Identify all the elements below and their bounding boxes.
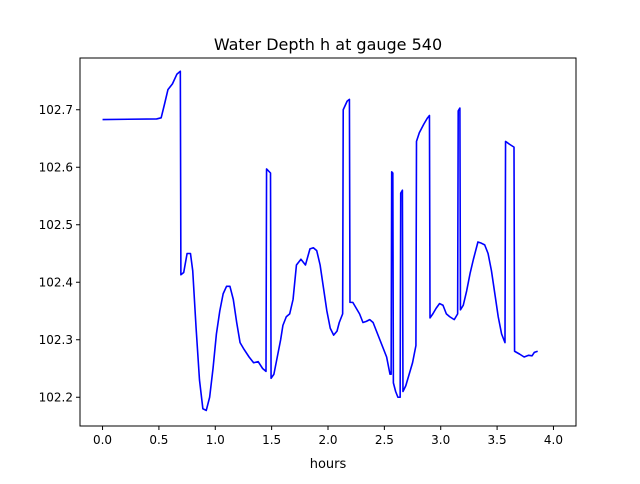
y-axis-ticks: 102.2 102.3 102.4 102.5 102.6 102.7 <box>39 103 80 404</box>
x-tick-label-3: 1.5 <box>262 433 281 447</box>
x-tick-label-5: 2.5 <box>375 433 394 447</box>
x-axis-ticks: 0.0 0.5 1.0 1.5 2.0 2.5 3.0 3.5 4.0 <box>93 426 563 447</box>
y-tick-label-4: 102.6 <box>39 160 73 174</box>
x-axis-label: hours <box>310 457 347 472</box>
series-layer <box>102 70 538 412</box>
series-line-0 <box>102 70 538 412</box>
x-tick-label-0: 0.0 <box>93 433 112 447</box>
y-tick-label-2: 102.4 <box>39 275 73 289</box>
x-tick-label-6: 3.0 <box>431 433 450 447</box>
x-tick-label-8: 4.0 <box>544 433 563 447</box>
x-tick-label-2: 1.0 <box>206 433 225 447</box>
y-tick-label-5: 102.7 <box>39 103 73 117</box>
y-tick-label-3: 102.5 <box>39 218 73 232</box>
x-tick-label-7: 3.5 <box>488 433 507 447</box>
x-tick-label-1: 0.5 <box>149 433 168 447</box>
x-tick-label-4: 2.0 <box>318 433 337 447</box>
y-tick-label-0: 102.2 <box>39 390 73 404</box>
chart-title: Water Depth h at gauge 540 <box>214 35 442 54</box>
y-tick-label-1: 102.3 <box>39 333 73 347</box>
